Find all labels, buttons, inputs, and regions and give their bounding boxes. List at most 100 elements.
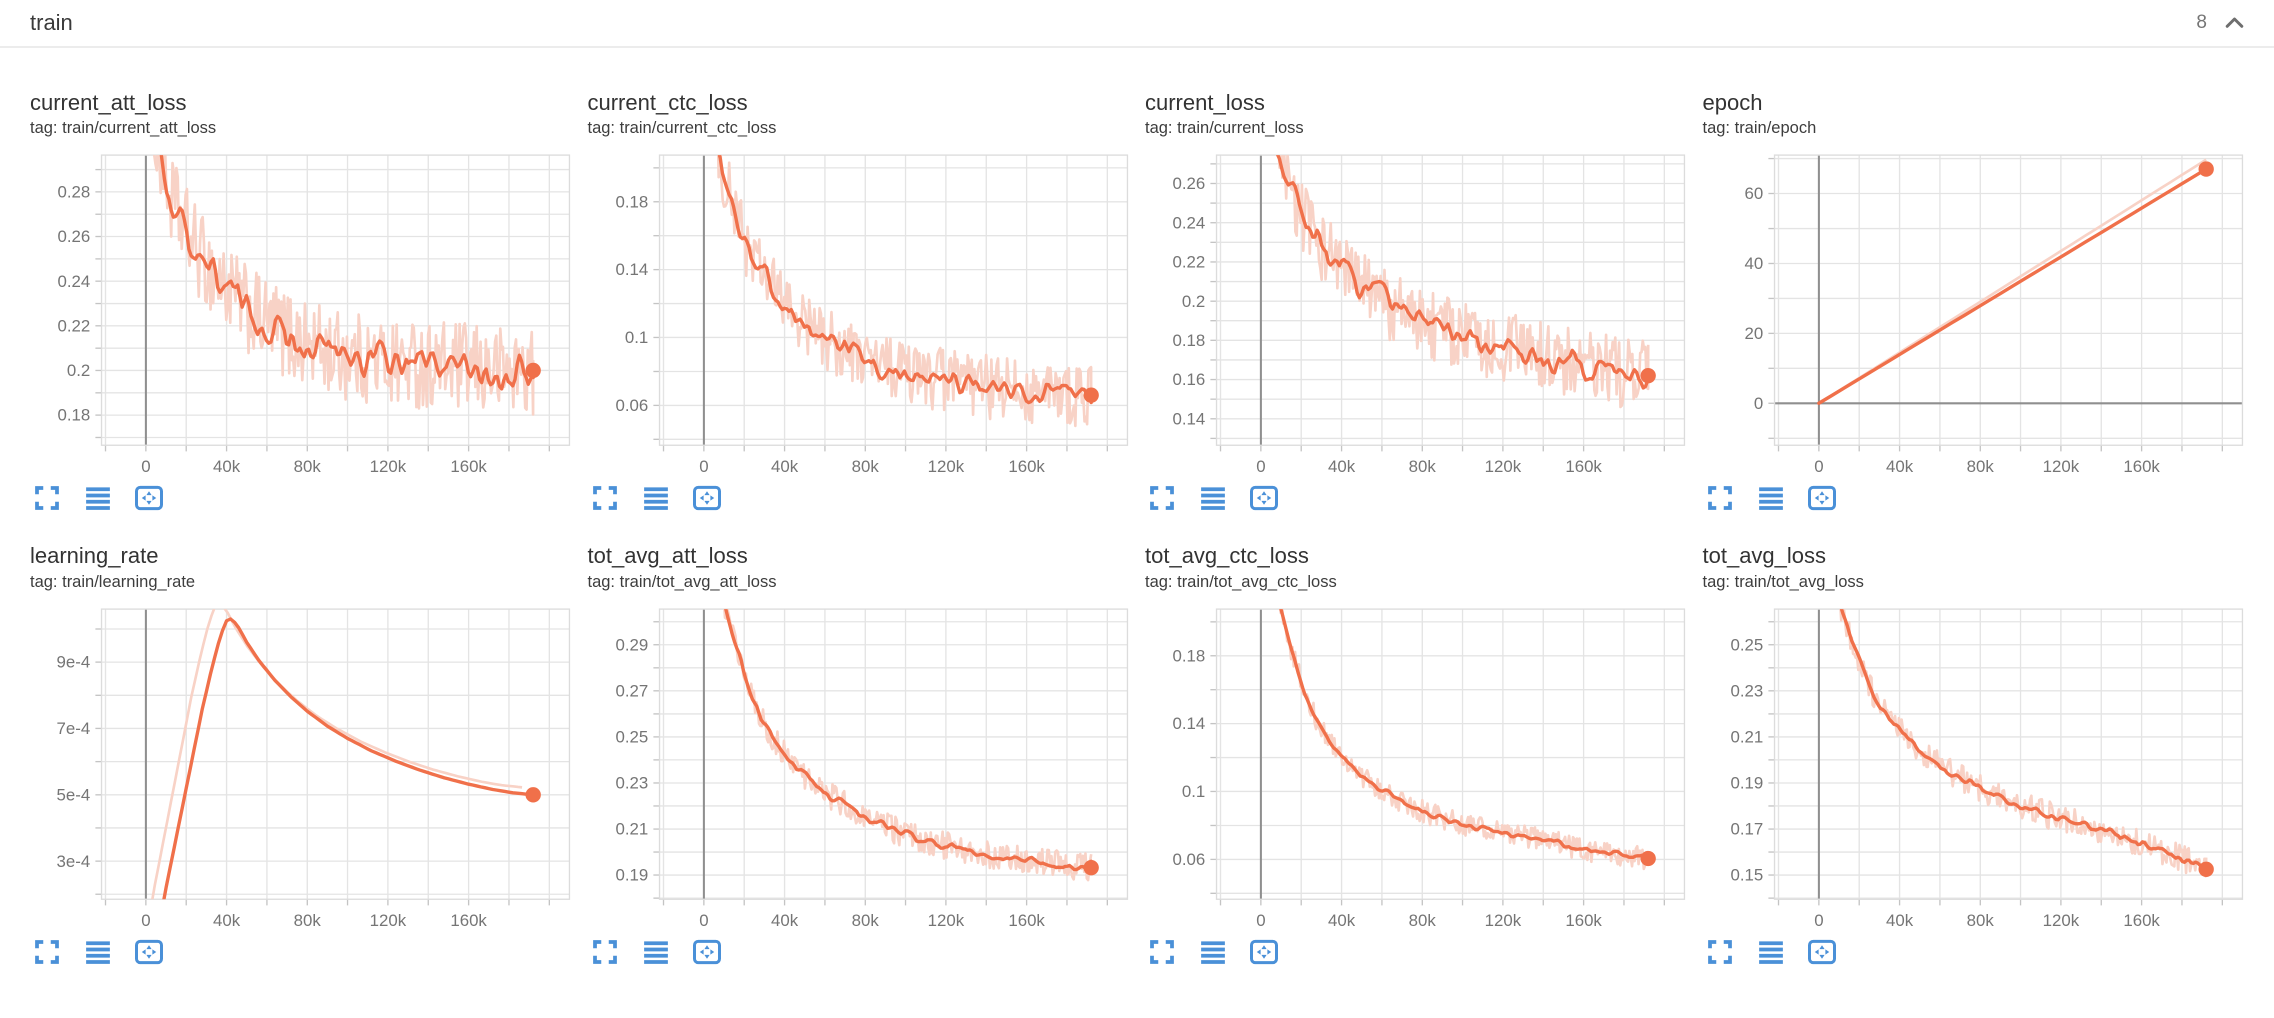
svg-text:7e-4: 7e-4 [57,719,91,738]
svg-text:0.18: 0.18 [57,406,90,425]
lines-icon [1198,937,1228,967]
scalar-card-tot-avg-ctc-loss: tot_avg_ctc_loss tag: train/tot_avg_ctc_… [1145,543,1687,966]
svg-text:40k: 40k [1885,911,1913,930]
svg-text:40k: 40k [1328,911,1356,930]
svg-text:0: 0 [141,911,150,930]
fullscreen-icon [1147,483,1177,513]
chart-tag: tag: train/tot_avg_ctc_loss [1145,572,1337,591]
expand-card-button[interactable] [32,483,62,513]
svg-text:0: 0 [1256,911,1265,930]
svg-text:80k: 80k [851,457,879,476]
fit-domain-icon [134,483,164,513]
fit-domain-button[interactable] [1249,483,1279,513]
fullscreen-icon [1705,937,1735,967]
svg-text:40k: 40k [213,911,241,930]
scalar-card-current-att-loss: current_att_loss tag: train/current_att_… [30,90,572,513]
svg-text:160k: 160k [2123,911,2160,930]
fit-domain-button[interactable] [134,937,164,967]
chart-title: tot_avg_att_loss [587,543,748,569]
svg-text:3e-4: 3e-4 [57,852,91,871]
svg-text:0.15: 0.15 [1730,865,1763,884]
svg-text:120k: 120k [927,911,964,930]
svg-text:120k: 120k [370,911,407,930]
svg-text:0.25: 0.25 [1730,635,1763,654]
scalar-card-current-ctc-loss: current_ctc_loss tag: train/current_ctc_… [588,90,1130,513]
fullscreen-icon [1147,937,1177,967]
runs-menu-button[interactable] [1198,937,1228,967]
line-chart[interactable]: 0 40k 80k 120k 160k 0.14 0.16 0.18 0.2 0.22 0.24 0.… [1145,151,1687,480]
runs-menu-button[interactable] [1756,483,1786,513]
fit-domain-button[interactable] [692,483,722,513]
svg-text:120k: 120k [370,457,407,476]
chart-tag: tag: train/current_loss [1145,119,1304,138]
svg-text:0.24: 0.24 [57,272,90,291]
svg-text:0.2: 0.2 [67,361,90,380]
section-header: train 8 [0,0,2274,48]
lines-icon [83,483,113,513]
line-chart[interactable]: 0 40k 80k 120k 160k 0.06 0.1 0.14 0.18 [1145,605,1687,934]
expand-card-button[interactable] [1705,483,1735,513]
runs-menu-button[interactable] [641,483,671,513]
fit-domain-button[interactable] [1807,937,1837,967]
svg-text:0: 0 [699,457,708,476]
lines-icon [1198,483,1228,513]
runs-menu-button[interactable] [83,483,113,513]
svg-text:160k: 160k [1565,457,1602,476]
chart-tag: tag: train/current_att_loss [30,119,217,138]
fullscreen-icon [590,483,620,513]
expand-card-button[interactable] [1147,483,1177,513]
chart-title: current_att_loss [30,90,187,115]
svg-text:40k: 40k [1328,457,1356,476]
expand-card-button[interactable] [32,937,62,967]
expand-card-button[interactable] [590,937,620,967]
svg-text:0: 0 [699,911,708,930]
svg-text:0.17: 0.17 [1730,819,1763,838]
line-chart[interactable]: 0 40k 80k 120k 160k 0 20 40 60 [1703,151,2245,480]
card-actions [1145,483,1687,513]
svg-text:0: 0 [1814,457,1823,476]
lines-icon [1756,937,1786,967]
scalar-card-epoch: epoch tag: train/epoch 0 40k 80k 120k 160k 0 2… [1703,90,2245,513]
scalar-card-tot-avg-loss: tot_avg_loss tag: train/tot_avg_loss 0 40… [1703,543,2245,966]
line-chart[interactable]: 0 40k 80k 120k 160k 0.15 0.17 0.19 0.21 0.23 0.25 [1703,605,2245,934]
svg-text:80k: 80k [1966,457,1994,476]
runs-menu-button[interactable] [1198,483,1228,513]
card-actions [30,937,572,967]
svg-text:40k: 40k [770,457,798,476]
scalar-card-learning-rate: learning_rate tag: train/learning_rate 0… [30,543,572,966]
svg-text:80k: 80k [294,457,322,476]
svg-text:0.06: 0.06 [1172,850,1205,869]
lines-icon [83,937,113,967]
runs-menu-button[interactable] [641,937,671,967]
expand-card-button[interactable] [1705,937,1735,967]
runs-menu-button[interactable] [83,937,113,967]
collapse-section-button[interactable] [2219,8,2250,39]
scalar-card-tot-avg-att-loss: tot_avg_att_loss tag: train/tot_avg_att_… [588,543,1130,966]
section-header-right: 8 [2196,8,2250,39]
svg-text:160k: 160k [2123,457,2160,476]
fit-domain-icon [1807,483,1837,513]
svg-text:40k: 40k [770,911,798,930]
expand-card-button[interactable] [590,483,620,513]
svg-text:80k: 80k [851,911,879,930]
svg-text:0.18: 0.18 [1172,646,1205,665]
line-chart[interactable]: 0 40k 80k 120k 160k 0.06 0.1 0.14 0.18 [588,151,1130,480]
svg-text:0.19: 0.19 [615,865,648,884]
fit-domain-button[interactable] [134,483,164,513]
fit-domain-button[interactable] [692,937,722,967]
expand-card-button[interactable] [1147,937,1177,967]
fit-domain-button[interactable] [1249,937,1279,967]
lines-icon [1756,483,1786,513]
svg-text:0.27: 0.27 [615,681,648,700]
runs-menu-button[interactable] [1756,937,1786,967]
fit-domain-button[interactable] [1807,483,1837,513]
line-chart[interactable]: 0 40k 80k 120k 160k 3e-4 5e-4 7e-4 9e-4 [30,605,572,934]
svg-text:0.2: 0.2 [1182,292,1205,311]
fit-domain-icon [1249,937,1279,967]
line-chart[interactable]: 0 40k 80k 120k 160k 0.18 0.2 0.22 0.24 0.26 0.28 [30,151,572,480]
svg-text:60: 60 [1744,185,1763,204]
svg-text:40k: 40k [213,457,241,476]
svg-text:120k: 120k [2042,911,2079,930]
line-chart[interactable]: 0 40k 80k 120k 160k 0.19 0.21 0.23 0.25 0.27 0.29 [588,605,1130,934]
svg-text:80k: 80k [1966,911,1994,930]
